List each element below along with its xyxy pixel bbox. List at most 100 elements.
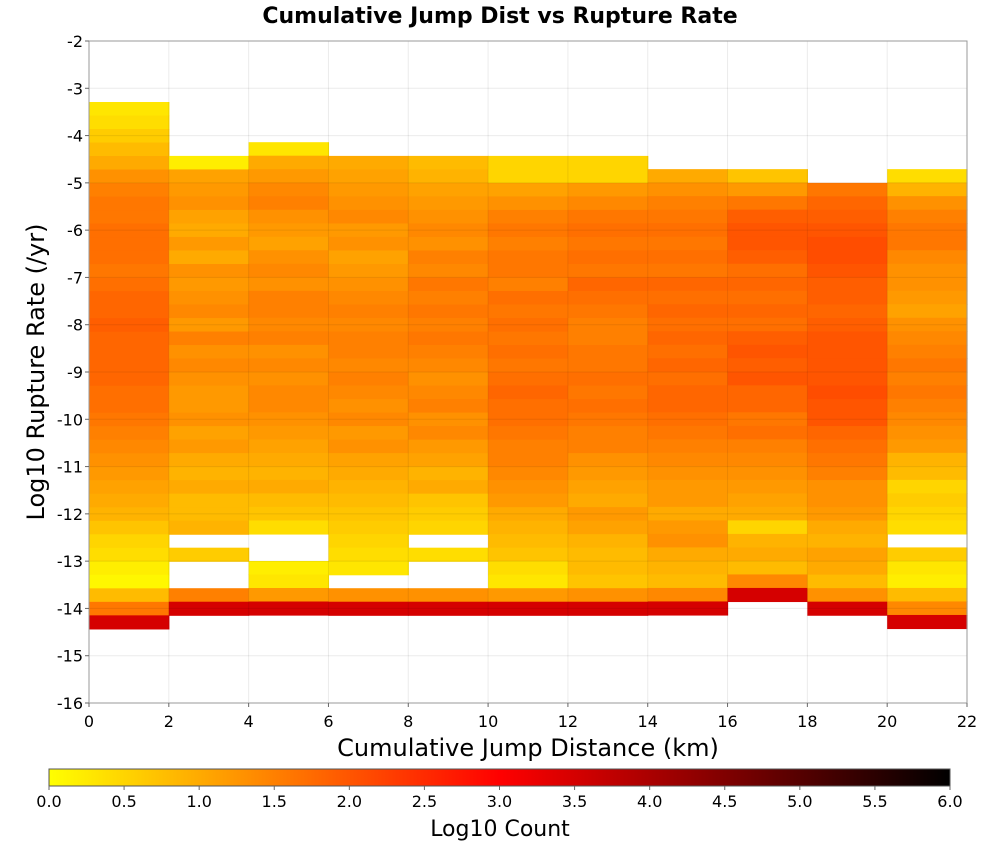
heatmap-cell [328,372,409,387]
colorbar-tick-label: 3.0 [487,792,512,811]
heatmap-cell [567,601,649,616]
x-tick-label: 22 [957,712,977,731]
heatmap-cell [887,614,968,630]
heatmap-cell [168,345,250,360]
heatmap-cell [328,547,409,562]
heatmap-cell [727,479,808,494]
heatmap-cell [328,209,409,225]
heatmap-cell [567,439,649,454]
heatmap-cell [488,493,569,508]
y-tick-label: -2 [67,32,83,51]
x-axis-label: Cumulative Jump Distance (km) [337,734,719,762]
heatmap-cell [887,493,968,508]
heatmap-cell [89,439,170,454]
heatmap-cell [168,223,250,238]
heatmap-cell [248,344,330,359]
heatmap-cell [647,304,729,319]
heatmap-cell [488,534,569,549]
heatmap-cell [488,250,569,265]
heatmap-cell [887,223,968,238]
heatmap-cell [408,493,489,508]
heatmap-cell [248,263,330,278]
heatmap-cell [328,588,409,603]
heatmap-cell [89,615,170,630]
heatmap-cell [408,385,489,400]
heatmap-cell [887,344,968,359]
heatmap-cell [567,358,649,373]
heatmap-cell [887,358,968,373]
heatmap-cell [168,372,250,387]
heatmap-cell [567,561,649,576]
heatmap-cell [248,317,330,332]
heatmap-cell [408,453,489,468]
heatmap-cell [807,493,888,508]
colorbar-tick-label: 4.5 [712,792,737,811]
heatmap-cell [408,304,489,319]
heatmap-cell [89,574,170,589]
heatmap-cell [408,507,489,522]
heatmap-cell [168,169,250,184]
heatmap-cell [328,304,409,319]
heatmap-cell [328,318,409,333]
heatmap-cell [248,182,330,197]
heatmap-cell [488,263,569,279]
heatmap-cell [408,480,489,495]
heatmap-cell [89,210,170,225]
heatmap-cell [328,507,409,522]
heatmap-cell [807,371,888,387]
heatmap-cell [887,547,968,562]
heatmap-cell [567,372,649,387]
heatmap-cell [488,385,569,400]
heatmap-cell [567,304,649,319]
y-tick-label: -3 [67,79,83,98]
heatmap-cell [248,560,330,576]
y-tick-label: -12 [57,505,83,524]
heatmap-cell [488,236,569,252]
heatmap-cell [328,250,409,265]
y-tick-label: -15 [57,647,83,666]
heatmap-cell [647,547,729,562]
heatmap-cell [488,196,569,211]
heatmap-cell [488,290,569,306]
y-axis-label: Log10 Rupture Rate (/yr) [22,224,50,521]
heatmap-cell [567,453,649,468]
heatmap-cell [567,412,649,427]
heatmap-cell [727,209,808,224]
heatmap-cell [807,601,888,616]
heatmap-cell [807,439,888,454]
heatmap-cell [488,318,569,333]
heatmap-cell [248,466,330,481]
heatmap-cell [727,250,808,265]
x-tick-label: 2 [164,712,174,731]
heatmap-cell [248,601,330,616]
heatmap-cell [647,560,729,576]
heatmap-cell [168,480,250,495]
y-tick-label: -9 [67,363,83,382]
heatmap-cell [807,290,888,306]
heatmap-cell [89,183,170,198]
heatmap-cell [89,169,170,184]
heatmap-cell [488,480,569,495]
heatmap-cell [248,250,330,265]
heatmap-cell [727,506,808,521]
heatmap-cell [807,412,888,427]
heatmap-cell [647,331,729,346]
heatmap-cell [647,236,729,251]
heatmap-cell [168,250,250,265]
heatmap-cell [727,344,808,359]
x-tick-label: 4 [244,712,254,731]
heatmap-cell [89,264,170,279]
heatmap-cell [727,547,808,562]
heatmap-cell [89,129,170,144]
heatmap-cell [328,466,409,481]
heatmap-cell [328,534,409,549]
heatmap-cell [488,331,569,346]
heatmap-cell [807,344,888,360]
x-tick-label: 12 [558,712,578,731]
heatmap-cell [647,290,729,305]
heatmap-cell [727,304,808,319]
heatmap-cell [488,358,569,373]
colorbar-tick-label: 4.0 [637,792,662,811]
heatmap-cell [328,493,409,508]
heatmap-cell [567,169,649,184]
